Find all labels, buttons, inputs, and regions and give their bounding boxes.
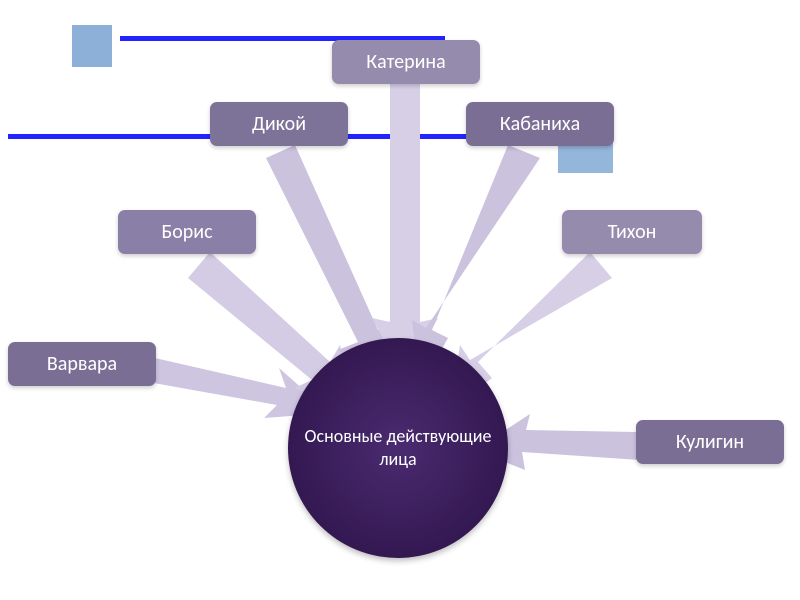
node-label: Тихон (608, 220, 657, 244)
node-boris: Борис (118, 210, 256, 254)
node-label: Дикой (252, 112, 306, 136)
node-dikoy: Дикой (210, 102, 348, 146)
decor-top-square (72, 25, 112, 67)
node-label: Кабаниха (500, 112, 580, 136)
node-kabanikha: Кабаниха (466, 102, 614, 146)
node-varvara: Варвара (8, 342, 156, 386)
node-label: Варвара (47, 352, 117, 376)
node-label: Кулигин (676, 430, 744, 454)
node-label: Борис (161, 220, 212, 244)
node-tikhon: Тихон (562, 210, 702, 254)
node-kuligin: Кулигин (636, 420, 784, 464)
node-label: Катерина (366, 50, 445, 74)
node-katerina: Катерина (332, 40, 480, 84)
center-label: Основные действующие лица (288, 425, 508, 472)
center-node: Основные действующие лица (288, 338, 508, 558)
